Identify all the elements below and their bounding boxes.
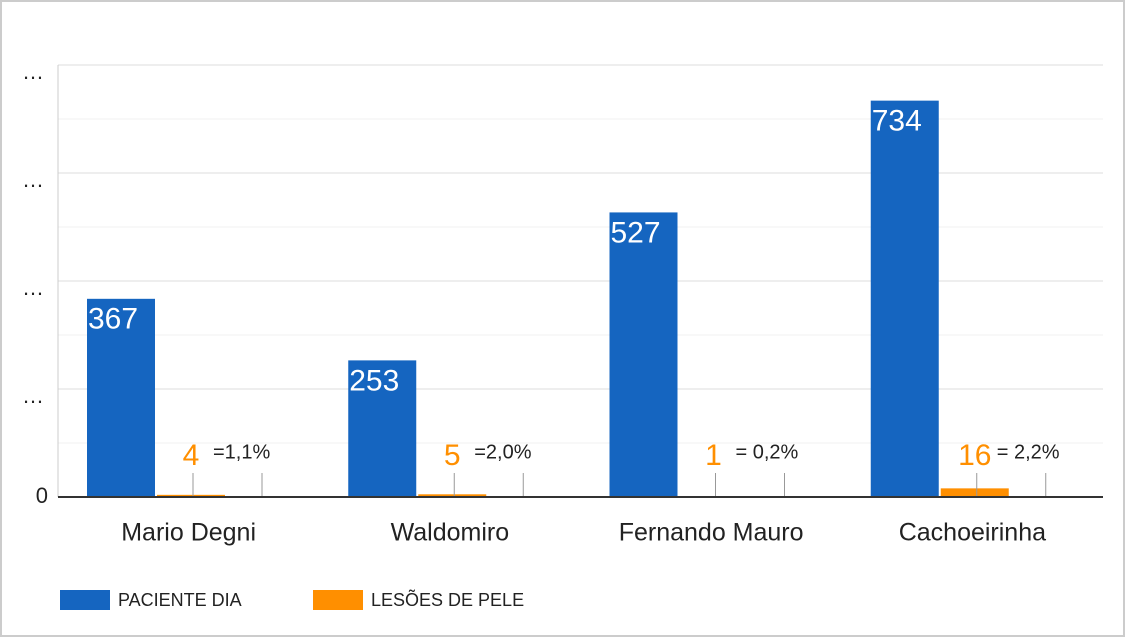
legend-swatch xyxy=(60,590,110,610)
data-label: 5 xyxy=(444,439,461,472)
annotation: =2,0% xyxy=(474,441,531,463)
y-tick-label: 0 xyxy=(36,483,48,508)
legend-swatch xyxy=(313,590,363,610)
legend-label: PACIENTE DIA xyxy=(118,590,242,610)
bar xyxy=(940,488,1009,497)
annotation: = 0,2% xyxy=(736,441,799,463)
bar xyxy=(348,360,417,497)
legend-label: LESÕES DE PELE xyxy=(371,589,524,610)
y-tick-label: … xyxy=(22,59,44,84)
y-tick-label: … xyxy=(22,167,44,192)
bar xyxy=(418,494,487,497)
bar xyxy=(87,298,155,497)
x-tick-label: Fernando Mauro xyxy=(619,519,804,547)
x-tick-label: Mario Degni xyxy=(121,519,256,547)
annotation: = 2,2% xyxy=(997,441,1060,463)
x-tick-label: Cachoeirinha xyxy=(899,519,1046,547)
data-label: 4 xyxy=(183,439,200,472)
data-label: 734 xyxy=(872,105,922,138)
x-tick-label: Waldomiro xyxy=(391,519,510,547)
bar xyxy=(609,212,678,498)
y-tick-label: … xyxy=(22,383,44,408)
data-label: 1 xyxy=(705,439,722,472)
data-label: 367 xyxy=(88,303,138,336)
annotation: =1,1% xyxy=(213,441,270,463)
data-label: 527 xyxy=(611,216,661,249)
data-label: 16 xyxy=(958,439,991,472)
data-label: 253 xyxy=(349,364,399,397)
bar xyxy=(157,494,225,497)
y-tick-label: … xyxy=(22,275,44,300)
bar xyxy=(870,100,939,497)
